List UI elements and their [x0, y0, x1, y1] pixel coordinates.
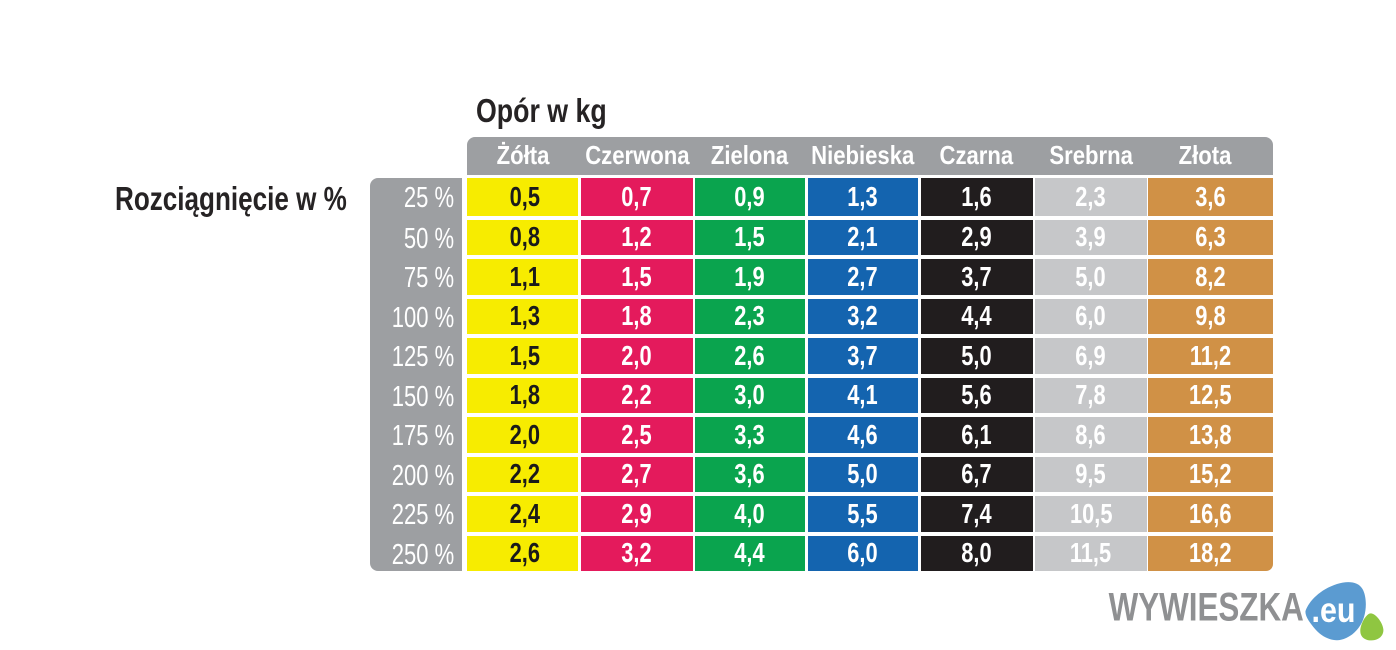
svg-text:.eu: .eu	[1312, 591, 1356, 630]
svg-text:WYWIESZKA: WYWIESZKA	[1109, 585, 1304, 629]
